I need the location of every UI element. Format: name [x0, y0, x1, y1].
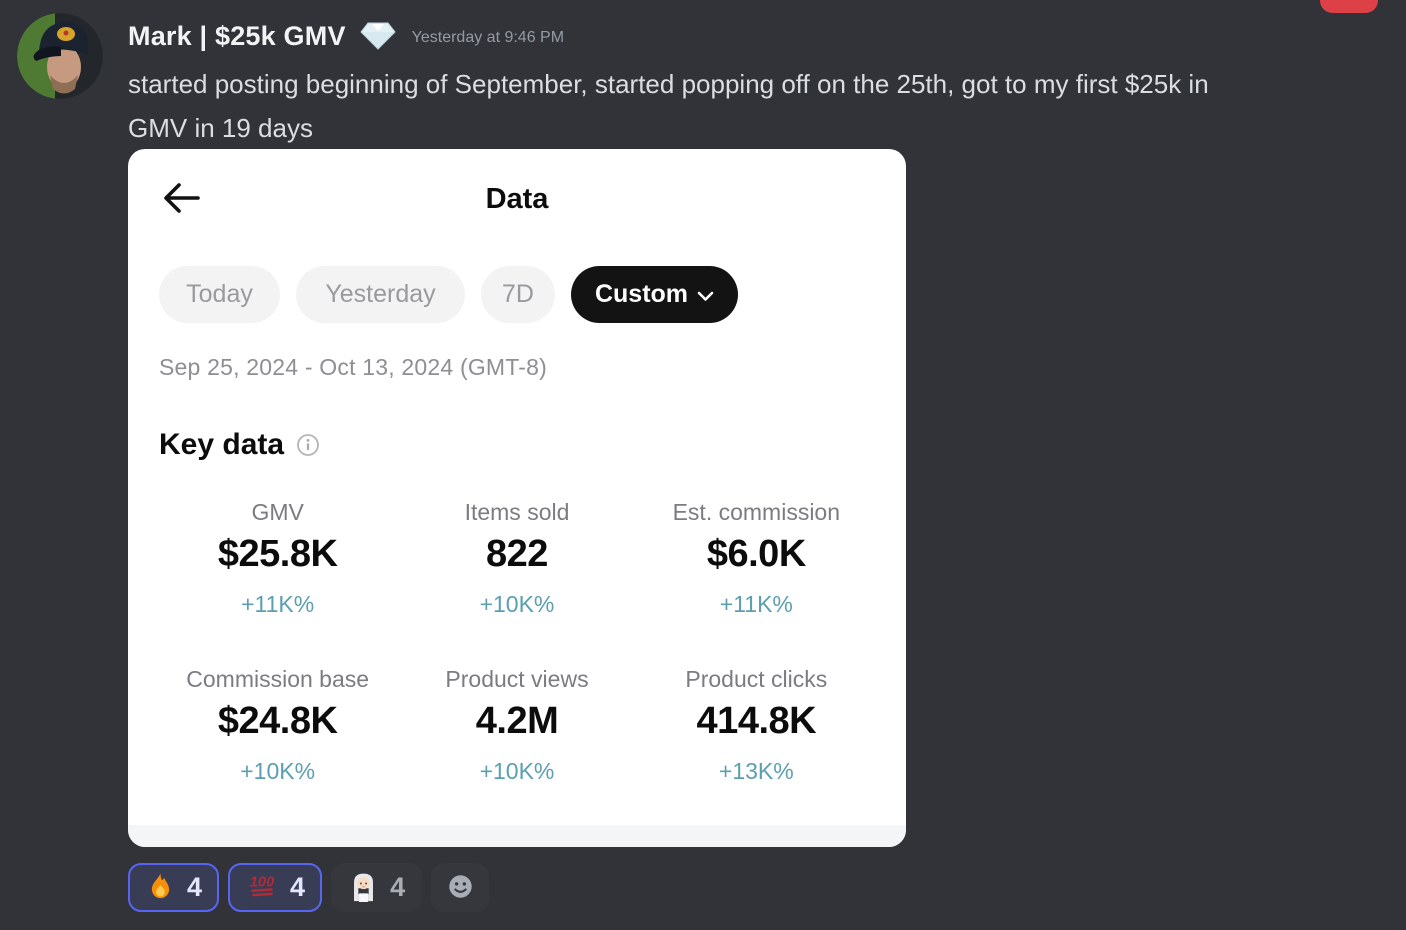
- custom-anime-girl-emoji: [348, 871, 379, 905]
- add-reaction-button[interactable]: [431, 863, 490, 912]
- chevron-down-icon: [697, 280, 714, 309]
- metric-value: $6.0K: [706, 533, 806, 575]
- info-button[interactable]: [296, 430, 320, 460]
- metric-label: GMV: [251, 499, 304, 525]
- tab-7d[interactable]: 7D: [481, 266, 555, 323]
- info-circle-icon: [296, 433, 320, 460]
- back-arrow-icon: [161, 183, 201, 219]
- metric-change: +10K%: [479, 758, 555, 784]
- back-button[interactable]: [161, 180, 201, 216]
- reaction-count: 4: [390, 872, 406, 902]
- hundred-points-emoji: 100: [245, 871, 279, 905]
- metric-label: Product clicks: [685, 666, 828, 692]
- date-range-label: Sep 25, 2024 - Oct 13, 2024 (GMT-8): [159, 354, 547, 380]
- author-name[interactable]: Mark | $25k GMV: [128, 20, 346, 51]
- gem-icon: [359, 21, 396, 51]
- metric-value: $24.8K: [217, 700, 338, 742]
- metric-change: +10K%: [240, 758, 316, 784]
- metric-label: Product views: [445, 666, 589, 692]
- tab-yesterday[interactable]: Yesterday: [296, 266, 465, 323]
- metric-change: +10K%: [479, 591, 555, 617]
- message-header: Mark | $25k GMV Yesterday at 9:46 PM: [128, 19, 1308, 53]
- message-timestamp: Yesterday at 9:46 PM: [411, 29, 565, 46]
- metric-label: Commission base: [186, 666, 370, 692]
- metric-label: Est. commission: [672, 499, 841, 525]
- card-footer-strip: [128, 825, 906, 847]
- fire-emoji: [145, 871, 176, 905]
- metric-change: +13K%: [718, 758, 794, 784]
- reaction-count: 4: [187, 872, 203, 902]
- avatar[interactable]: [17, 13, 103, 99]
- metric-value: $25.8K: [217, 533, 338, 575]
- metric-value: 4.2M: [475, 700, 559, 742]
- notification-badge[interactable]: [1320, 0, 1378, 13]
- metric-product-clicks[interactable]: Product clicks 414.8K +13K%: [637, 666, 876, 785]
- metric-label: Items sold: [464, 499, 570, 525]
- data-panel-header: Data: [128, 178, 906, 220]
- reactions-bar: 4 100 4: [128, 863, 490, 912]
- metric-value: 822: [486, 533, 548, 575]
- date-filter-tabs: Today Yesterday 7D Custom: [128, 266, 906, 323]
- data-panel: Data Today Yesterday 7D Custom Sep 25, 2…: [128, 149, 906, 847]
- avatar-image: [17, 13, 103, 99]
- metric-est-commission[interactable]: Est. commission $6.0K +11K%: [637, 499, 876, 618]
- svg-text:100: 100: [250, 874, 274, 890]
- message-text: started posting beginning of September, …: [128, 69, 1209, 143]
- tab-custom-label: Custom: [594, 280, 689, 308]
- reaction-custom-emoji[interactable]: 4: [331, 863, 423, 912]
- metric-value: 414.8K: [696, 700, 817, 742]
- metric-commission-base[interactable]: Commission base $24.8K +10K%: [158, 666, 397, 785]
- smiley-plus-icon: [445, 871, 476, 905]
- key-data-title: Key data: [159, 428, 285, 461]
- key-data-header: Key data: [159, 428, 875, 462]
- metric-change: +11K%: [241, 591, 315, 617]
- metric-change: +11K%: [719, 591, 793, 617]
- message: Mark | $25k GMV Yesterday at 9:46 PM sta…: [128, 19, 1308, 150]
- metrics-grid: GMV $25.8K +11K% Items sold 822 +10K% Es…: [128, 499, 906, 785]
- reaction-fire[interactable]: 4: [128, 863, 220, 912]
- metric-gmv[interactable]: GMV $25.8K +11K%: [158, 499, 397, 618]
- metric-items-sold[interactable]: Items sold 822 +10K%: [397, 499, 636, 618]
- metric-product-views[interactable]: Product views 4.2M +10K%: [397, 666, 636, 785]
- reaction-hundred[interactable]: 100 4: [228, 863, 323, 912]
- reaction-count: 4: [290, 872, 306, 902]
- page-title: Data: [485, 183, 549, 215]
- tab-today[interactable]: Today: [159, 266, 280, 323]
- tab-custom[interactable]: Custom: [571, 266, 738, 323]
